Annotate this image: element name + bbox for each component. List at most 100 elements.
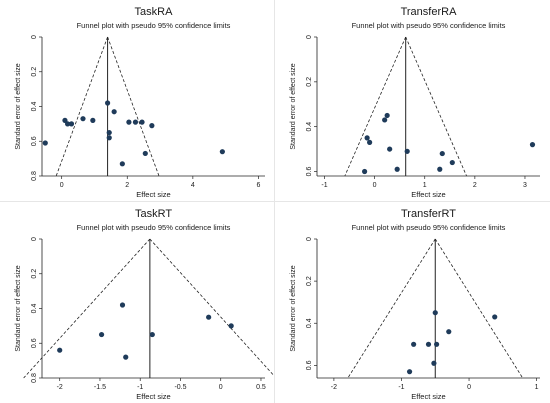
chart-title: TaskRA <box>135 6 174 18</box>
study-point <box>382 117 388 123</box>
y-tick-label: 0 <box>31 35 38 39</box>
x-axis-label: Effect size <box>136 190 170 199</box>
study-point <box>434 341 440 347</box>
study-point <box>139 119 145 125</box>
y-tick-label: 0.8 <box>31 171 38 181</box>
plot-area <box>317 239 540 378</box>
x-tick-label: 0 <box>373 182 377 189</box>
x-tick-label: 3 <box>523 182 527 189</box>
study-point <box>446 329 452 335</box>
study-point <box>437 166 443 172</box>
x-tick-label: -0.5 <box>174 384 186 391</box>
plot-area <box>317 37 540 176</box>
study-point <box>492 314 498 320</box>
x-tick-label: 0 <box>219 384 223 391</box>
x-tick-label: 1 <box>423 182 427 189</box>
chart-subtitle: Funnel plot with pseudo 95% confidence l… <box>77 21 231 30</box>
x-tick-label: 4 <box>191 182 195 189</box>
x-tick-label: 0 <box>467 384 471 391</box>
x-tick-label: 6 <box>256 182 260 189</box>
ci-limit-right <box>149 238 275 378</box>
x-axis-label: Effect size <box>411 392 445 401</box>
study-point <box>98 331 105 338</box>
x-axis-label: Effect size <box>136 392 170 401</box>
study-point <box>106 135 112 141</box>
x-tick-label: -1 <box>321 182 327 189</box>
x-tick-label: 0 <box>60 182 64 189</box>
study-point <box>119 302 126 308</box>
study-point <box>367 139 373 145</box>
x-tick-label: -1 <box>398 384 404 391</box>
y-axis-label: Standard error of effect size <box>290 265 297 351</box>
ci-limit-left <box>344 36 407 177</box>
study-point <box>439 150 445 157</box>
study-point <box>219 149 225 155</box>
x-tick-label: 2 <box>125 182 129 189</box>
x-tick-label: -2 <box>57 384 63 391</box>
x-tick-label: 0.5 <box>256 384 266 391</box>
chart-panel-taskra: TaskRA Funnel plot with pseudo 95% confid… <box>15 6 265 199</box>
ci-limit-left <box>23 238 151 379</box>
y-tick-label: 0 <box>306 237 313 241</box>
ci-limit-left <box>347 238 436 379</box>
y-tick-label: 0 <box>31 237 38 241</box>
plot-area <box>42 239 265 378</box>
study-point <box>149 123 155 129</box>
chart-panel-transferra: TransferRA Funnel plot with pseudo 95% co… <box>290 6 540 199</box>
study-point <box>57 347 63 353</box>
chart-subtitle: Funnel plot with pseudo 95% confidence l… <box>352 223 506 232</box>
x-tick-label: 2 <box>473 182 477 189</box>
study-point <box>126 119 132 125</box>
y-tick-label: 0.6 <box>31 338 38 348</box>
chart-subtitle: Funnel plot with pseudo 95% confidence l… <box>77 223 231 232</box>
plot-area <box>42 37 265 176</box>
study-point <box>431 360 437 366</box>
study-point <box>90 117 96 123</box>
chart-title: TaskRT <box>135 208 172 220</box>
study-point <box>228 323 234 329</box>
y-tick-label: 0.6 <box>306 167 313 177</box>
y-axis-label: Standard error of effect size <box>15 63 22 149</box>
ci-limit-right <box>434 238 524 379</box>
study-point <box>42 140 48 146</box>
y-tick-label: 0.2 <box>31 67 38 77</box>
x-axis-label: Effect size <box>411 190 445 199</box>
study-point <box>132 119 139 125</box>
study-point <box>104 100 111 106</box>
study-point <box>425 341 432 347</box>
y-tick-label: 0.2 <box>31 269 38 279</box>
chart-subtitle: Funnel plot with pseudo 95% confidence l… <box>352 21 506 30</box>
study-point <box>411 341 417 347</box>
y-tick-label: 0.6 <box>306 360 313 370</box>
study-point <box>106 129 112 136</box>
y-tick-label: 0.6 <box>31 136 38 146</box>
study-point <box>449 159 455 166</box>
y-tick-label: 0 <box>306 35 313 39</box>
y-tick-label: 0.2 <box>306 77 313 87</box>
study-point <box>206 314 212 320</box>
y-tick-label: 0.4 <box>31 304 38 314</box>
chart-title: TransferRA <box>401 6 457 18</box>
study-point <box>64 121 71 127</box>
study-point <box>362 168 368 175</box>
ci-limit-right <box>405 36 467 177</box>
x-tick-label: -1 <box>137 384 143 391</box>
y-tick-label: 0.4 <box>31 102 38 112</box>
y-axis-label: Standard error of effect size <box>15 265 22 351</box>
y-tick-label: 0.4 <box>306 318 313 328</box>
study-point <box>80 116 86 122</box>
study-point <box>123 354 129 360</box>
study-point <box>149 331 155 338</box>
study-point <box>387 146 393 152</box>
y-tick-label: 0.8 <box>31 373 38 383</box>
study-point <box>142 150 148 157</box>
study-point <box>529 142 536 148</box>
study-point <box>404 148 410 154</box>
x-tick-label: 1 <box>535 384 539 391</box>
panel-divider-horizontal <box>0 201 550 202</box>
study-point <box>68 121 75 127</box>
y-tick-label: 0.4 <box>306 122 313 132</box>
chart-panel-taskrt: TaskRT Funnel plot with pseudo 95% confid… <box>15 208 275 401</box>
study-point <box>119 161 125 167</box>
